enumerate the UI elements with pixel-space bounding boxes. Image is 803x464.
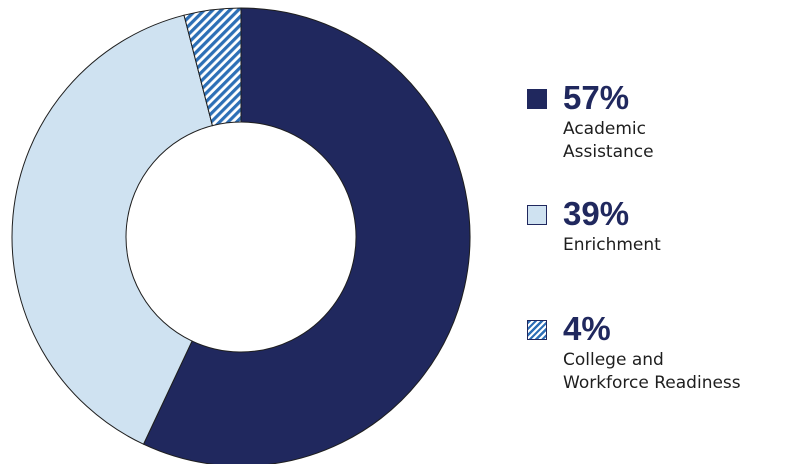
legend-value-academic-assistance: 57% xyxy=(563,79,630,116)
legend-value-enrichment: 39% xyxy=(563,195,630,232)
donut-chart xyxy=(11,7,471,464)
legend-label-academic-assistance-line2: Assistance xyxy=(563,142,654,162)
legend-label-enrichment: Enrichment xyxy=(563,235,661,255)
chart-legend: 57% Academic Assistance 39% Enrichment 4… xyxy=(527,80,797,395)
legend-item-enrichment: 39% Enrichment xyxy=(527,196,797,257)
legend-value-college-workforce-readiness: 4% xyxy=(563,310,611,347)
legend-label-college-workforce-readiness-line2: Workforce Readiness xyxy=(563,373,741,393)
legend-label-college-workforce-readiness-line1: College and xyxy=(563,350,664,370)
legend-swatch-enrichment xyxy=(527,205,547,225)
legend-item-academic-assistance: 57% Academic Assistance xyxy=(527,80,797,164)
legend-swatch-college-workforce-readiness xyxy=(527,320,547,340)
donut-slice-enrichment xyxy=(11,14,214,445)
legend-item-college-workforce-readiness: 4% College and Workforce Readiness xyxy=(527,311,797,395)
donut-slice-academic-assistance xyxy=(142,7,471,464)
donut-slice-college-and-workforce-readiness xyxy=(183,7,242,127)
legend-swatch-academic-assistance xyxy=(527,89,547,109)
legend-label-academic-assistance-line1: Academic xyxy=(563,119,646,139)
